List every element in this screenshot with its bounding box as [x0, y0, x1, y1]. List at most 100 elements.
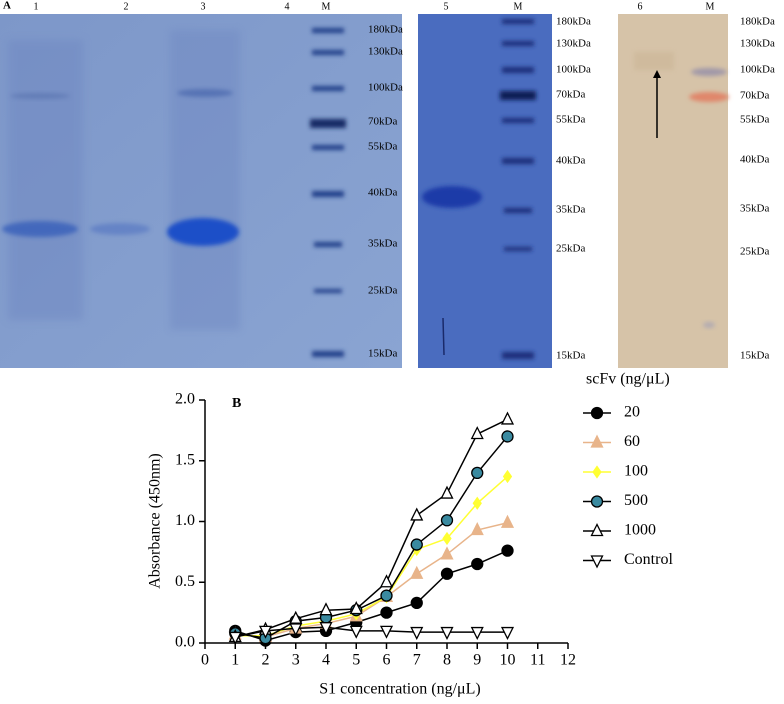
- marker-label: 25kDa: [556, 243, 585, 255]
- series-line: [235, 435, 509, 639]
- marker-label: 25kDa: [368, 285, 397, 297]
- x-tick-label: 6: [383, 652, 391, 669]
- marker-label: 15kDa: [740, 350, 769, 362]
- marker-label: 15kDa: [368, 348, 397, 360]
- data-point: [470, 626, 484, 641]
- lane-label: 1: [34, 1, 39, 12]
- marker-label: 40kDa: [368, 187, 397, 199]
- lane-label: M: [514, 1, 523, 12]
- data-point: [289, 610, 303, 624]
- legend-marker: [590, 434, 604, 448]
- lane-label: 2: [124, 1, 129, 12]
- x-axis-label: S1 concentration (ng/μL): [319, 681, 480, 698]
- x-tick-label: 9: [473, 652, 481, 669]
- x-tick-label: 5: [352, 652, 360, 669]
- marker-label: 130kDa: [556, 38, 591, 50]
- panel-label: A: [3, 0, 11, 12]
- data-point: [500, 411, 515, 425]
- legend-marker: [590, 555, 604, 569]
- y-tick-label: 1.5: [175, 451, 195, 468]
- data-point: [470, 522, 484, 536]
- series-line: [235, 549, 508, 642]
- marker-label: 40kDa: [740, 154, 769, 166]
- data-point: [500, 626, 515, 641]
- y-tick-label: 2.0: [175, 391, 195, 408]
- legend-label: 1000: [624, 522, 656, 539]
- data-point: [380, 606, 393, 619]
- data-point: [440, 626, 454, 641]
- x-tick-label: 1: [231, 652, 239, 669]
- series-line: [235, 418, 508, 638]
- data-point: [410, 507, 424, 521]
- legend-marker: [590, 523, 604, 537]
- series-line: [235, 626, 508, 638]
- legend-label: Control: [624, 551, 673, 568]
- x-tick-label: 10: [500, 652, 516, 669]
- lane-label: M: [706, 1, 715, 12]
- marker-label: 180kDa: [740, 16, 775, 28]
- data-point: [349, 601, 363, 615]
- lane-label: 4: [285, 1, 290, 12]
- data-point: [379, 625, 394, 639]
- data-point: [289, 623, 303, 637]
- legend-marker: [590, 495, 604, 508]
- marker-label: 70kDa: [556, 89, 585, 101]
- data-point: [319, 602, 333, 616]
- data-point: [410, 565, 424, 579]
- marker-label: 130kDa: [368, 46, 403, 58]
- data-point: [440, 485, 454, 499]
- gel-1: [0, 14, 402, 368]
- data-point: [440, 567, 454, 580]
- marker-label: 55kDa: [556, 114, 585, 126]
- data-point: [379, 574, 394, 588]
- legend-title: scFv (ng/μL): [586, 371, 670, 388]
- x-tick-label: 4: [322, 652, 330, 669]
- panel-label: B: [232, 396, 241, 411]
- x-tick-label: 0: [201, 652, 209, 669]
- x-tick-label: 2: [262, 652, 270, 669]
- gel-3: [618, 14, 729, 368]
- marker-label: 35kDa: [740, 203, 769, 215]
- data-point: [502, 469, 513, 484]
- data-point: [440, 546, 454, 560]
- data-point: [319, 622, 333, 636]
- data-point: [258, 625, 273, 639]
- legend-label: 60: [624, 433, 640, 450]
- x-tick-label: 11: [530, 652, 545, 669]
- data-point: [228, 631, 242, 645]
- marker-label: 130kDa: [740, 38, 775, 50]
- data-point: [500, 514, 515, 528]
- lane-label: M: [322, 1, 331, 12]
- series-line: [235, 521, 508, 638]
- data-point: [410, 626, 424, 641]
- marker-label: 40kDa: [556, 155, 585, 167]
- data-point: [410, 596, 423, 610]
- marker-label: 70kDa: [740, 90, 769, 102]
- legend-label: 20: [624, 404, 640, 421]
- marker-label: 100kDa: [740, 64, 775, 76]
- marker-label: 15kDa: [556, 350, 585, 362]
- data-point: [349, 625, 363, 639]
- x-tick-label: 8: [443, 652, 451, 669]
- gel-2: [418, 14, 552, 368]
- marker-label: 35kDa: [556, 204, 585, 216]
- lane-label: 6: [638, 1, 643, 12]
- data-point: [501, 430, 514, 443]
- marker-label: 100kDa: [368, 82, 403, 94]
- marker-label: 35kDa: [368, 238, 397, 250]
- marker-label: 100kDa: [556, 64, 591, 76]
- x-tick-label: 3: [292, 652, 300, 669]
- series-line: [235, 475, 508, 637]
- legend-marker: [592, 465, 602, 479]
- marker-label: 180kDa: [368, 24, 403, 36]
- data-point: [440, 514, 454, 527]
- lane-label: 3: [201, 1, 206, 12]
- data-point: [410, 538, 423, 551]
- marker-label: 25kDa: [740, 246, 769, 258]
- legend-label: 500: [624, 492, 648, 509]
- data-point: [471, 466, 484, 480]
- data-point: [471, 557, 484, 571]
- y-tick-label: 0.5: [175, 573, 195, 590]
- data-point: [470, 426, 484, 440]
